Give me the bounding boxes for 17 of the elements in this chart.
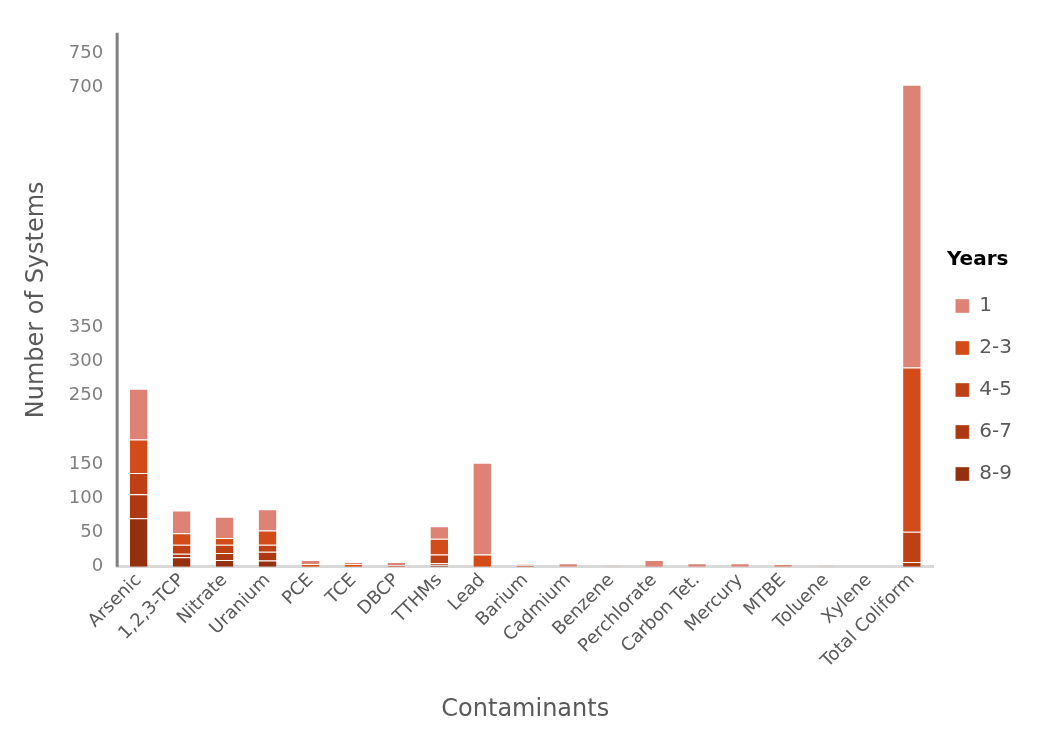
y-tick-label: 250	[68, 383, 104, 405]
legend-label: 6-7	[979, 418, 1013, 443]
y-tick-label: 0	[91, 554, 104, 576]
y-tick-label: 150	[68, 451, 104, 473]
y-tick-label: 350	[68, 314, 104, 336]
y-axis-title: Number of Systems	[20, 181, 49, 419]
y-tick-label: 750	[68, 41, 104, 63]
y-tick-label: 300	[68, 349, 104, 371]
y-tick-label: 50	[80, 520, 104, 542]
legend-label: 2-3	[979, 334, 1013, 359]
legend-label: 4-5	[979, 376, 1013, 401]
y-tick-label: 700	[68, 75, 104, 97]
y-tick-label: 100	[68, 485, 104, 507]
legend-label: 8-9	[979, 460, 1013, 485]
x-axis-title: Contaminants	[441, 693, 610, 722]
legend-label: 1	[979, 292, 993, 317]
legend-title: Years	[945, 246, 1009, 271]
